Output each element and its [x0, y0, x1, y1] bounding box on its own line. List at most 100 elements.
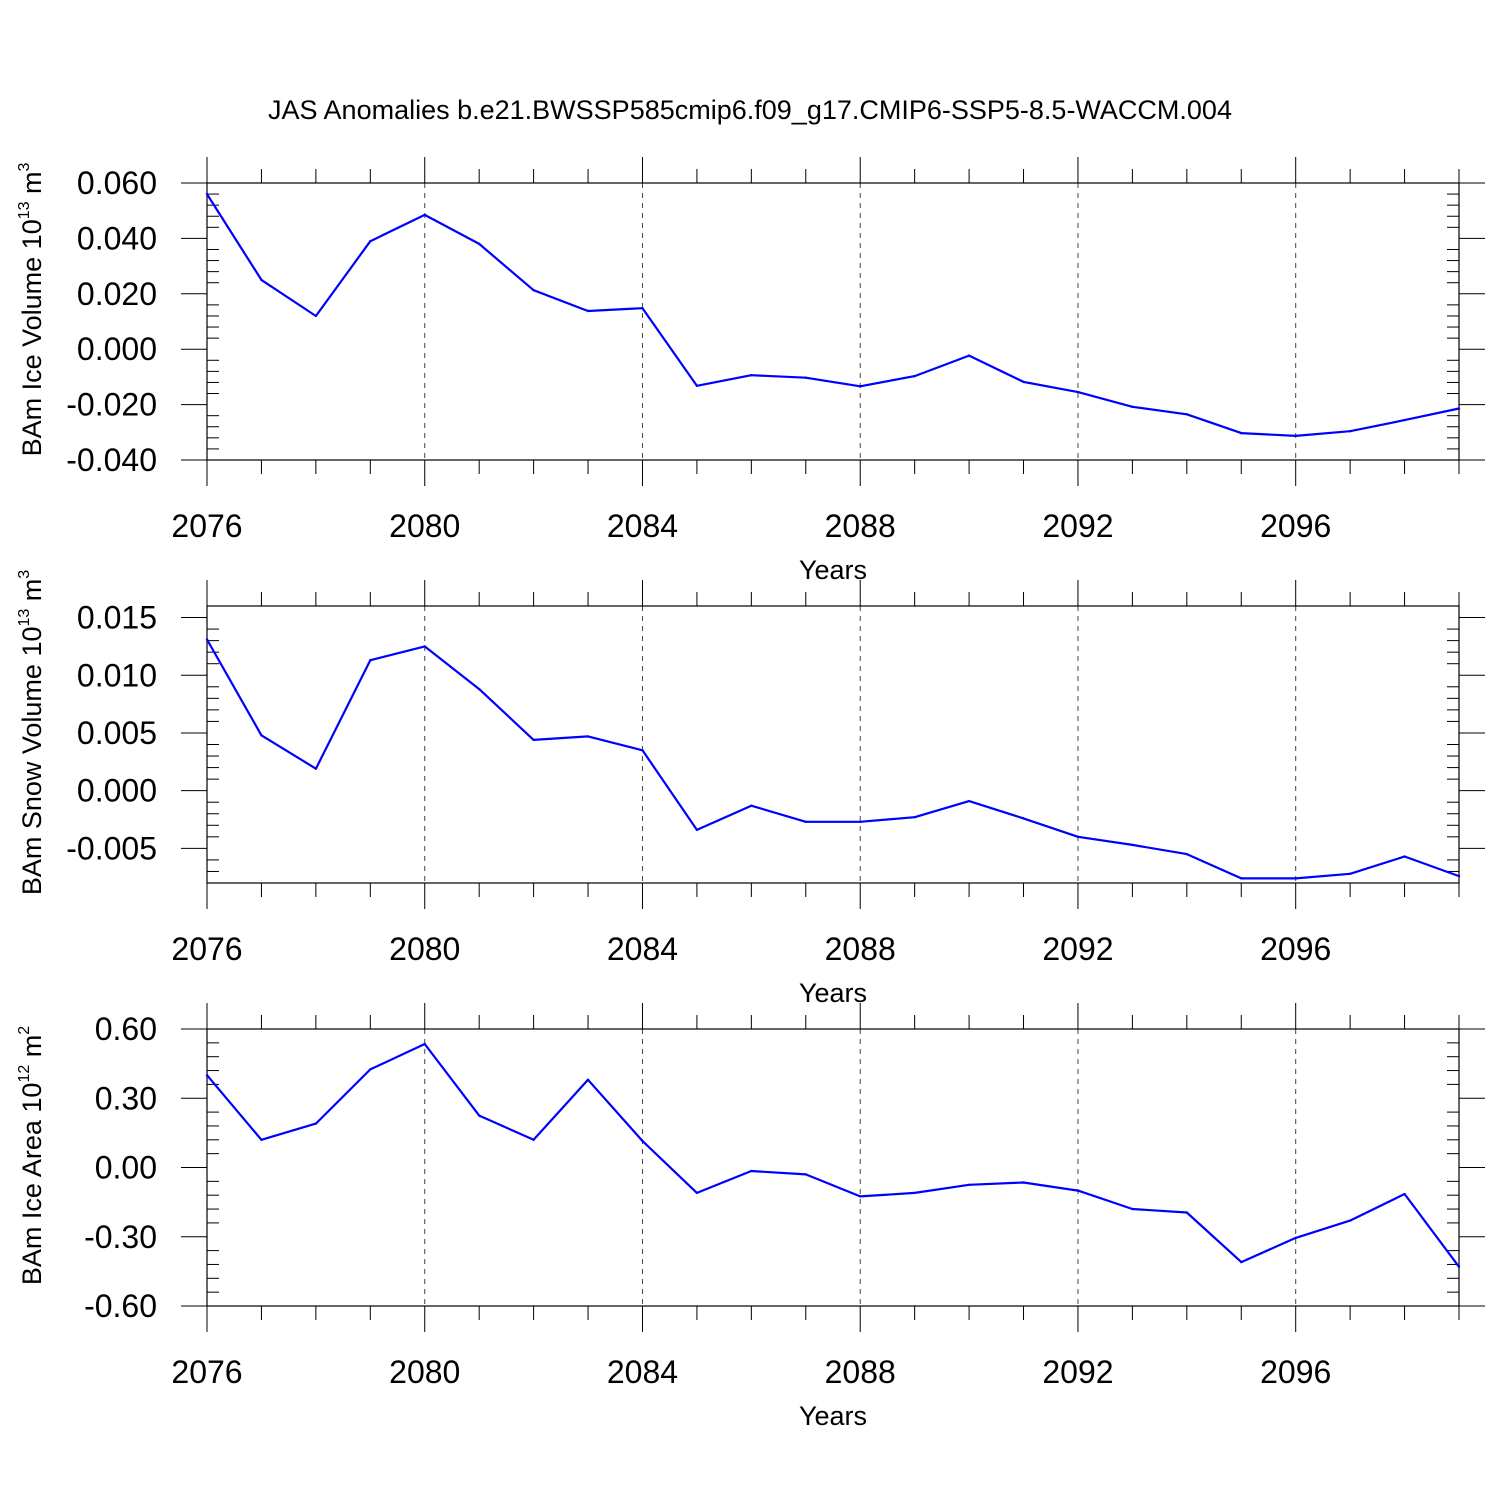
data-point	[260, 1138, 263, 1142]
data-point	[369, 1068, 372, 1071]
y-axis-title: BAm Ice Area 1012 m2	[16, 1026, 47, 1285]
x-tick-label: 2080	[389, 931, 460, 967]
x-tick-label: 2080	[389, 1354, 460, 1390]
x-tick-label: 2084	[607, 1354, 678, 1390]
y-tick-label: -0.040	[66, 442, 157, 478]
y-tick-label: 0.040	[77, 220, 157, 256]
data-point	[260, 734, 263, 737]
data-point	[1131, 843, 1134, 847]
x-tick-label: 2092	[1042, 1354, 1113, 1390]
data-point	[913, 1191, 916, 1195]
panel-1: -0.040 -0.020 0.000 0.020 0.040 0.060 2076 2080…	[16, 157, 1485, 585]
x-tick-label: 2088	[825, 508, 896, 544]
x-tick-label: 2084	[607, 931, 678, 967]
panel-2: -0.005 0.000 0.005 0.010 0.015 2076 2080 2084 20…	[16, 570, 1485, 1008]
data-point	[804, 376, 807, 379]
data-point	[695, 1191, 699, 1195]
data-point	[314, 1122, 318, 1125]
data-point	[1403, 1192, 1406, 1196]
data-point	[1076, 835, 1080, 839]
y-tick-label: -0.020	[66, 387, 157, 423]
y-tick-label: 0.00	[95, 1150, 157, 1186]
data-point	[477, 242, 481, 246]
data-point	[641, 1139, 644, 1143]
data-point	[695, 384, 699, 387]
x-tick-label: 2088	[825, 1354, 896, 1390]
data-point	[913, 374, 916, 378]
data-point	[369, 239, 372, 243]
data-point	[804, 1173, 807, 1176]
data-point	[369, 659, 372, 662]
plot-frame	[206, 1028, 1460, 1307]
data-point	[314, 767, 318, 770]
plot-frame	[206, 605, 1460, 884]
data-point	[423, 645, 426, 648]
data-point	[423, 1042, 426, 1046]
data-point	[1403, 418, 1406, 422]
data-point	[967, 354, 971, 357]
data-point	[1240, 1260, 1243, 1264]
data-point	[1348, 1219, 1352, 1222]
data-point	[1185, 413, 1189, 416]
data-point	[1131, 405, 1134, 409]
x-tick-label: 2080	[389, 508, 460, 544]
panel-3: -0.60 -0.30 0.00 0.30 0.60 2076 2080 2084 2088 20…	[16, 1003, 1485, 1431]
data-point	[586, 735, 590, 738]
data-point	[1457, 407, 1461, 410]
data-point	[1022, 1181, 1025, 1184]
x-tick-label: 2092	[1042, 508, 1113, 544]
data-point	[750, 1169, 753, 1173]
data-point	[967, 799, 971, 803]
data-point	[1185, 1211, 1189, 1214]
data-point	[477, 1114, 481, 1117]
data-point	[1240, 431, 1243, 435]
y-tick-label: 0.60	[95, 1011, 157, 1047]
data-point	[1240, 877, 1243, 880]
y-tick-label: 0.005	[77, 715, 157, 751]
data-point	[641, 749, 644, 752]
series-line	[206, 193, 1460, 437]
series-line	[206, 638, 1460, 880]
y-tick-label: -0.005	[66, 830, 157, 866]
data-point	[1457, 1265, 1461, 1268]
data-point	[1403, 855, 1406, 858]
data-point	[750, 804, 753, 807]
data-point	[750, 374, 753, 377]
data-point	[260, 278, 263, 282]
x-tick-label: 2084	[607, 508, 678, 544]
y-axis-title: BAm Ice Volume 1013 m3	[16, 162, 47, 456]
plot-frame	[206, 182, 1460, 461]
data-point	[423, 213, 426, 217]
data-point	[913, 816, 916, 819]
data-point	[1022, 817, 1025, 820]
data-point	[1348, 872, 1352, 875]
data-point	[1185, 852, 1189, 856]
data-point	[532, 1138, 535, 1142]
data-point	[1348, 429, 1352, 433]
data-point	[205, 192, 209, 196]
figure-title: JAS Anomalies b.e21.BWSSP585cmip6.f09_g1…	[268, 95, 1232, 125]
x-axis-title: Years	[799, 555, 867, 585]
data-point	[967, 1183, 971, 1187]
y-tick-label: -0.30	[84, 1219, 157, 1255]
y-tick-label: 0.000	[77, 331, 157, 367]
data-point	[205, 638, 209, 641]
data-point	[641, 307, 644, 310]
x-tick-label: 2076	[171, 931, 242, 967]
data-point	[1076, 390, 1080, 394]
x-tick-label: 2096	[1260, 508, 1331, 544]
data-point	[1294, 434, 1297, 438]
y-tick-label: 0.060	[77, 165, 157, 201]
x-tick-label: 2076	[171, 1354, 242, 1390]
data-point	[205, 1073, 209, 1077]
x-tick-label: 2088	[825, 931, 896, 967]
y-tick-label: 0.015	[77, 600, 157, 636]
data-point	[859, 385, 862, 388]
data-point	[1022, 380, 1025, 384]
data-point	[1457, 874, 1461, 878]
data-point	[859, 820, 862, 824]
series-line	[206, 1042, 1460, 1268]
data-point	[804, 820, 807, 824]
data-point	[859, 1195, 862, 1198]
